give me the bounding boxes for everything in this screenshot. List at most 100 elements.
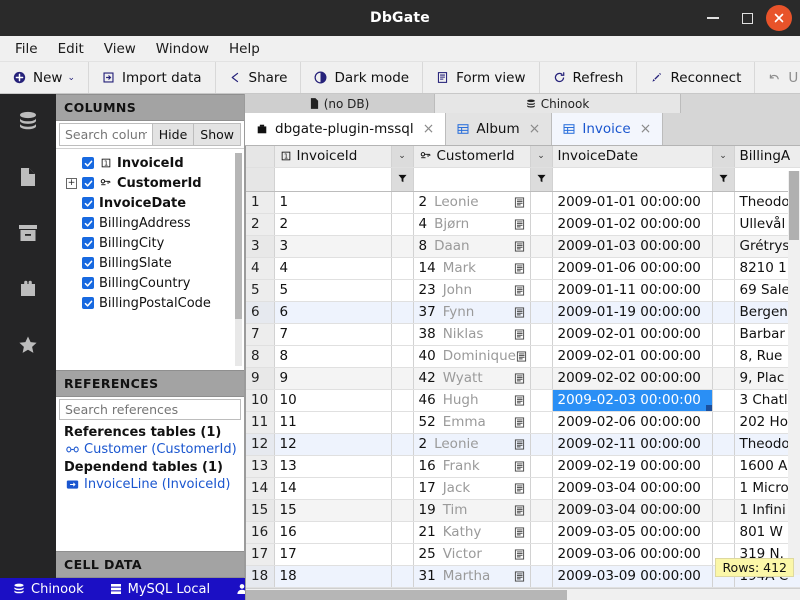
cell-invoicedate[interactable]: 2009-01-03 00:00:00 <box>552 235 713 258</box>
cell-billingaddress[interactable]: 801 W <box>734 521 800 544</box>
cell-customerid[interactable]: 14 Mark <box>413 257 531 280</box>
table-row[interactable]: 16 16 21 Kathy 2009-03-05 00:00:00 801 W <box>246 521 800 544</box>
rail-item-plugins[interactable] <box>13 274 43 304</box>
column-header-invoicedate[interactable]: InvoiceDate <box>552 146 713 168</box>
cell-customerid[interactable]: 23 John <box>413 279 531 302</box>
show-columns-button[interactable]: Show <box>193 123 241 146</box>
cell-invoiceid[interactable]: 3 <box>274 235 392 258</box>
expand-icon[interactable]: + <box>66 177 77 189</box>
cell-customerid[interactable]: 2 Leonie <box>413 433 531 456</box>
cell-billingaddress[interactable]: 8, Rue <box>734 345 800 368</box>
column-checkbox[interactable] <box>82 237 94 249</box>
menu-item-view[interactable]: View <box>103 40 136 57</box>
cell-invoicedate[interactable]: 2009-03-05 00:00:00 <box>552 521 713 544</box>
column-item-billingcity[interactable]: BillingCity <box>56 233 244 253</box>
cell-invoiceid[interactable]: 7 <box>274 323 392 346</box>
filter-button-invoicedate[interactable] <box>711 167 735 192</box>
menu-item-edit[interactable]: Edit <box>57 40 84 57</box>
cell-invoiceid[interactable]: 16 <box>274 521 392 544</box>
table-row[interactable]: 6 6 37 Fynn 2009-01-19 00:00:00 Bergen <box>246 301 800 324</box>
rail-item-files[interactable] <box>13 162 43 192</box>
references-section-header[interactable]: REFERENCES <box>56 370 244 397</box>
row-detail-icon[interactable] <box>514 240 525 252</box>
rail-item-favorites[interactable] <box>13 330 43 360</box>
row-detail-icon[interactable] <box>514 504 525 516</box>
share-button[interactable]: Share <box>216 62 302 93</box>
column-item-customerid[interactable]: + CustomerId <box>56 173 244 193</box>
cell-customerid[interactable]: 4 Bjørn <box>413 213 531 236</box>
table-row[interactable]: 12 12 2 Leonie 2009-02-11 00:00:00 Theodo <box>246 433 800 456</box>
table-row[interactable]: 15 15 19 Tim 2009-03-04 00:00:00 1 Infini <box>246 499 800 522</box>
grid-horizontal-scrollbar[interactable] <box>246 587 800 600</box>
undo-button[interactable]: U <box>755 62 800 93</box>
row-detail-icon[interactable] <box>516 350 527 362</box>
cell-invoicedate[interactable]: 2009-03-09 00:00:00 <box>552 565 713 588</box>
cell-customerid[interactable]: 52 Emma <box>413 411 531 434</box>
menu-item-help[interactable]: Help <box>229 40 260 57</box>
cell-invoicedate[interactable]: 2009-03-06 00:00:00 <box>552 543 713 566</box>
row-detail-icon[interactable] <box>514 394 525 406</box>
table-row[interactable]: 4 4 14 Mark 2009-01-06 00:00:00 8210 1 <box>246 257 800 280</box>
cell-billingaddress[interactable]: 202 Ho <box>734 411 800 434</box>
table-row[interactable]: 8 8 40 Dominique 2009-02-01 00:00:00 8, Rue <box>246 345 800 368</box>
tab-invoice[interactable]: Invoice × <box>552 113 664 145</box>
row-detail-icon[interactable] <box>514 284 525 296</box>
column-item-billingpostalcode[interactable]: BillingPostalCode <box>56 293 244 313</box>
row-detail-icon[interactable] <box>514 306 525 318</box>
column-checkbox[interactable] <box>82 297 94 309</box>
column-dropdown-invoiceid[interactable]: ⌄ <box>390 146 414 168</box>
tab-dbgate-plugin-mssql[interactable]: dbgate-plugin-mssql × <box>245 113 447 145</box>
column-checkbox[interactable] <box>82 197 94 209</box>
cell-billingaddress[interactable]: 69 Sale <box>734 279 800 302</box>
cell-invoiceid[interactable]: 11 <box>274 411 392 434</box>
cell-invoiceid[interactable]: 9 <box>274 367 392 390</box>
cell-customerid[interactable]: 37 Fynn <box>413 301 531 324</box>
maximize-button[interactable] <box>730 3 764 33</box>
hide-columns-button[interactable]: Hide <box>151 123 195 146</box>
refresh-button[interactable]: Refresh <box>540 62 638 93</box>
close-button[interactable] <box>766 5 792 31</box>
cell-billingaddress[interactable]: 1 Micro <box>734 477 800 500</box>
column-header-invoiceid[interactable]: 1 InvoiceId <box>274 146 392 168</box>
column-item-invoiceid[interactable]: 1 InvoiceId <box>56 153 244 173</box>
table-row[interactable]: 10 10 46 Hugh 2009-02-03 00:00:00 3 Chatl <box>246 389 800 412</box>
column-header-customerid[interactable]: CustomerId <box>413 146 531 168</box>
table-row[interactable]: 13 13 16 Frank 2009-02-19 00:00:00 1600 A <box>246 455 800 478</box>
filter-button-customerid[interactable] <box>529 167 553 192</box>
cell-billingaddress[interactable]: Theodo <box>734 191 800 214</box>
cell-invoiceid[interactable]: 12 <box>274 433 392 456</box>
cell-billingaddress[interactable]: Ullevål <box>734 213 800 236</box>
cell-billingaddress[interactable]: 1600 A <box>734 455 800 478</box>
tab-album[interactable]: Album × <box>446 113 553 145</box>
cell-invoicedate[interactable]: 2009-03-04 00:00:00 <box>552 477 713 500</box>
table-row[interactable]: 14 14 17 Jack 2009-03-04 00:00:00 1 Micro <box>246 477 800 500</box>
cell-invoicedate[interactable]: 2009-02-03 00:00:00 <box>552 389 713 412</box>
table-row[interactable]: 11 11 52 Emma 2009-02-06 00:00:00 202 Ho <box>246 411 800 434</box>
cell-customerid[interactable]: 46 Hugh <box>413 389 531 412</box>
close-icon[interactable]: × <box>528 121 541 137</box>
rail-item-archive[interactable] <box>13 218 43 248</box>
cell-billingaddress[interactable]: 9, Plac <box>734 367 800 390</box>
table-row[interactable]: 7 7 38 Niklas 2009-02-01 00:00:00 Barbar <box>246 323 800 346</box>
cell-invoiceid[interactable]: 8 <box>274 345 392 368</box>
column-dropdown-customerid[interactable]: ⌄ <box>529 146 553 168</box>
cell-invoiceid[interactable]: 10 <box>274 389 392 412</box>
cell-invoicedate[interactable]: 2009-02-01 00:00:00 <box>552 323 713 346</box>
cell-customerid[interactable]: 8 Daan <box>413 235 531 258</box>
rail-item-database[interactable] <box>13 106 43 136</box>
cell-billingaddress[interactable]: 3 Chatl <box>734 389 800 412</box>
table-row[interactable]: 9 9 42 Wyatt 2009-02-02 00:00:00 9, Plac <box>246 367 800 390</box>
cell-invoicedate[interactable]: 2009-02-06 00:00:00 <box>552 411 713 434</box>
row-detail-icon[interactable] <box>514 526 525 538</box>
cell-invoicedate[interactable]: 2009-01-06 00:00:00 <box>552 257 713 280</box>
close-icon[interactable]: × <box>639 121 652 137</box>
column-checkbox[interactable] <box>82 177 94 189</box>
row-detail-icon[interactable] <box>514 460 525 472</box>
columns-scrollbar[interactable] <box>235 153 242 366</box>
row-detail-icon[interactable] <box>514 438 525 450</box>
table-row[interactable]: 3 3 8 Daan 2009-01-03 00:00:00 Grétrys <box>246 235 800 258</box>
selection-handle[interactable] <box>705 404 711 410</box>
table-row[interactable]: 2 2 4 Bjørn 2009-01-02 00:00:00 Ullevål <box>246 213 800 236</box>
menu-item-window[interactable]: Window <box>155 40 210 57</box>
column-checkbox[interactable] <box>82 277 94 289</box>
